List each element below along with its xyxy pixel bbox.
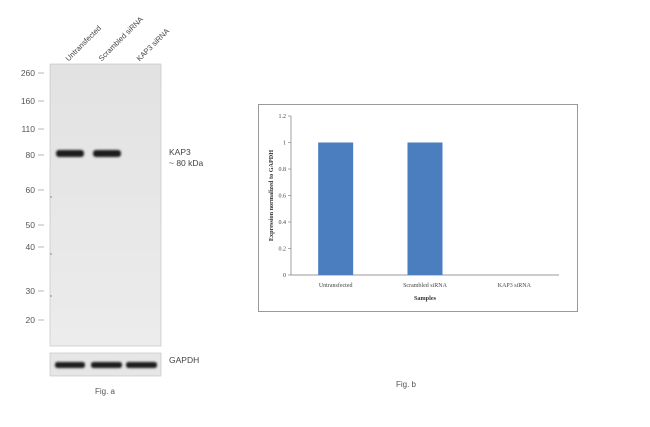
kap3-label: KAP3 [169,147,191,157]
y-tick-label: 0.8 [279,167,287,173]
mw-marker-110: 110 [21,124,35,134]
mw-marker-30: 30 [25,286,35,296]
bar-0 [318,142,354,275]
y-tick-label: 0.2 [279,247,287,253]
mw-marker-160: 160 [20,96,35,106]
bar-chart-frame: 0 0.2 0.4 0.6 0.8 1 1.2 Untransfected Scrambled … [258,104,578,312]
x-tick-label: KAP3 siRNA [498,283,532,289]
gapdh-band-lane1 [55,362,85,368]
kap3-band-lane2 [93,150,121,157]
figure-a-caption: Fig. a [95,387,116,396]
mw-marker-80: 80 [25,150,35,160]
kap3-size-label: ~ 80 kDa [169,158,204,168]
mw-marker-50: 50 [25,220,35,230]
figure-b-caption: Fig. b [396,380,417,389]
mw-marker-60: 60 [25,185,35,195]
mw-ticks [38,72,44,321]
y-tick-label: 0 [283,273,286,279]
y-tick-label: 0.6 [279,194,287,200]
gapdh-band-lane2 [91,362,122,368]
x-tick-label: Scrambled siRNA [403,283,447,289]
y-tick-label: 0.4 [279,220,287,226]
blot-main-panel [49,63,162,347]
y-axis-title: Expression normalized to GAPDH [268,150,275,241]
y-tick-label: 1.2 [279,114,287,120]
mw-marker-40: 40 [25,242,35,252]
mw-marker-260: 260 [20,68,35,78]
bar-1 [407,142,443,275]
mw-marker-20: 20 [25,315,35,325]
x-axis-title: Samples [414,295,437,302]
kap3-band-lane1 [56,150,84,157]
y-tick-label: 1 [283,141,286,147]
gapdh-band-lane3 [126,362,157,368]
bar-chart: 0 0.2 0.4 0.6 0.8 1 1.2 Untransfected Scrambled … [268,114,559,302]
x-tick-label: Untransfected [319,282,353,289]
gapdh-label: GAPDH [169,355,200,365]
